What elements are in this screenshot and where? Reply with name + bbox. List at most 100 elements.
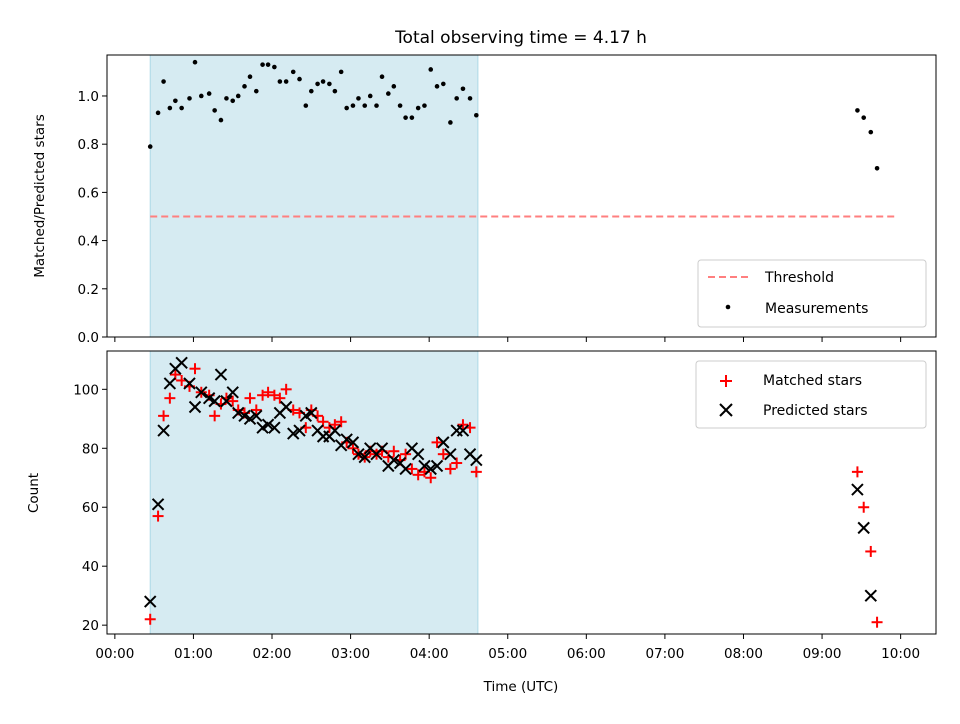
predicted-star-b xyxy=(183,377,196,390)
top-y-ticks: 0.0 0.2 0.4 0.6 0.8 1.0 xyxy=(78,89,107,346)
measurement-point xyxy=(415,105,421,111)
predicted-star-point xyxy=(144,595,157,608)
measurement-point xyxy=(187,96,192,101)
predicted-star-point xyxy=(411,447,425,461)
predicted-star-b xyxy=(175,356,188,369)
measurement-point xyxy=(212,108,217,113)
matched-star-point xyxy=(470,466,482,478)
top-x-ticks xyxy=(114,337,902,342)
measurement-point xyxy=(198,93,204,99)
predicted-star-point xyxy=(208,394,221,408)
predicted-star-b xyxy=(463,447,477,461)
predicted-star-b xyxy=(430,459,444,473)
measurement-point xyxy=(367,93,373,99)
predicted-star-b xyxy=(437,436,450,449)
predicted-star-point xyxy=(183,377,196,390)
top-ytick-label: 0.0 xyxy=(78,330,99,346)
predicted-star-b xyxy=(364,442,377,455)
measurement-point xyxy=(242,84,247,89)
predicted-star-b xyxy=(352,447,365,461)
measurement-point xyxy=(309,88,314,94)
measurement-point xyxy=(235,93,241,99)
matched-star-point xyxy=(280,383,292,395)
bottom-xtick-label: 07:00 xyxy=(645,646,684,662)
measurement-point xyxy=(173,98,178,104)
predicted-star-b xyxy=(238,409,251,423)
measurement-point xyxy=(441,81,446,87)
measurement-point xyxy=(253,88,259,94)
measurement-point xyxy=(428,67,434,72)
matched-star-point xyxy=(152,510,164,522)
matched-star-point xyxy=(406,463,418,475)
matched-star-point xyxy=(388,445,400,457)
predicted-star-b xyxy=(188,400,202,414)
predicted-star-point xyxy=(437,436,450,449)
bottom-legend: Matched stars Predicted stars xyxy=(695,360,927,429)
matched-star-point xyxy=(158,410,170,422)
measurement-point xyxy=(277,79,283,84)
measurement-point xyxy=(460,86,466,92)
predicted-star-b xyxy=(226,386,239,399)
legend-matched-swatch xyxy=(720,375,732,387)
predicted-star-point xyxy=(352,447,365,461)
top-axes-frame xyxy=(106,54,937,338)
top-panel: 0.0 0.2 0.4 0.6 0.8 1.0 Total observing time … xyxy=(32,28,937,346)
predicted-star-b xyxy=(232,406,245,420)
predicted-star-b xyxy=(261,418,275,431)
predicted-star-b xyxy=(857,521,870,535)
predicted-star-b xyxy=(305,406,318,420)
top-y-axis-label: Matched/Predicted stars xyxy=(32,114,48,277)
chart-title: Total observing time = 4.17 h xyxy=(394,28,647,48)
bottom-xtick-label: 02:00 xyxy=(253,646,292,662)
predicted-star-point xyxy=(195,386,208,399)
predicted-star-b xyxy=(293,424,306,437)
matched-star-point xyxy=(457,419,469,431)
measurement-point xyxy=(344,105,349,111)
top-ytick-label: 0.4 xyxy=(78,234,99,250)
matched-star-point xyxy=(329,419,341,431)
top-ytick-label: 0.6 xyxy=(78,185,99,201)
measurement-point xyxy=(161,79,166,84)
bottom-y-ticks: 20 40 60 80 100 xyxy=(73,382,107,634)
top-ytick-label: 1.0 xyxy=(78,89,99,105)
measurement-point xyxy=(283,79,289,84)
predicted-star-point xyxy=(387,453,401,467)
measurement-point xyxy=(422,103,427,108)
matched-star-point xyxy=(425,472,437,484)
predicted-star-point xyxy=(188,400,202,414)
top-ytick-label: 0.2 xyxy=(78,282,99,298)
matched-star-point xyxy=(444,463,456,475)
predicted-star-b xyxy=(346,436,360,449)
measurement-point xyxy=(167,105,173,111)
measurement-point xyxy=(448,120,453,125)
matched-star-point xyxy=(437,448,449,460)
predicted-star-point xyxy=(243,412,257,426)
legend-threshold-label: Threshold xyxy=(764,270,834,286)
legend-predicted-swatch xyxy=(719,403,733,417)
predicted-star-b xyxy=(214,368,228,381)
top-legend-box xyxy=(697,259,927,328)
matched-star-point xyxy=(865,545,877,557)
measurement-point xyxy=(265,62,271,67)
predicted-star-point xyxy=(346,436,360,449)
bottom-xtick-label: 01:00 xyxy=(174,646,213,662)
measurement-point xyxy=(192,59,198,65)
matched-star-point xyxy=(262,386,274,398)
predicted-star-b xyxy=(358,450,371,464)
predicted-star-point xyxy=(857,521,870,535)
measurement-point xyxy=(467,96,473,101)
measurement-point xyxy=(230,98,236,104)
top-observing-span xyxy=(149,54,479,338)
legend-matched-label: Matched stars xyxy=(763,373,862,389)
measurement-point xyxy=(391,84,397,89)
predicted-star-point xyxy=(456,424,470,437)
predicted-star-point xyxy=(430,459,444,473)
matched-star-point xyxy=(851,466,863,478)
predicted-star-point xyxy=(250,409,263,423)
bottom-observing-span xyxy=(149,350,479,635)
predicted-star-b xyxy=(287,427,300,440)
predicted-star-point xyxy=(418,459,431,473)
predicted-star-point xyxy=(220,394,233,408)
predicted-star-b xyxy=(387,453,401,467)
